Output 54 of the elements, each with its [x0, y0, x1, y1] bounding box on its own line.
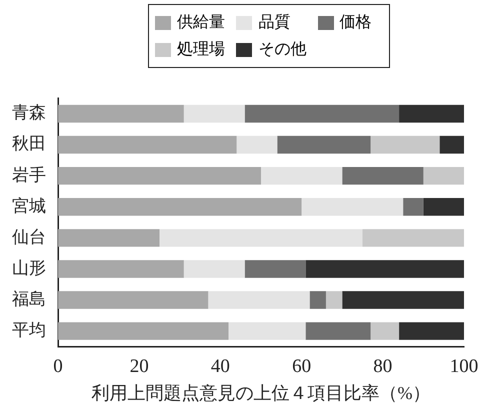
- bar: [208, 291, 310, 309]
- bar: [58, 104, 184, 123]
- legend-label: その他: [258, 40, 306, 60]
- bar: [403, 198, 424, 216]
- y-tick-label: 宮城: [12, 196, 46, 216]
- bar: [160, 229, 362, 247]
- bar: [306, 260, 464, 278]
- x-tick-label: 0: [53, 356, 63, 377]
- y-tick-label: 岩手: [12, 165, 46, 184]
- bar: [261, 166, 342, 185]
- bar: [58, 291, 208, 309]
- bar: [228, 322, 306, 340]
- y-tick-label: 秋田: [12, 134, 46, 154]
- y-tick-label: 青森: [12, 103, 46, 122]
- bar: [184, 260, 245, 278]
- bar: [370, 136, 440, 154]
- bar: [58, 322, 229, 340]
- bar: [399, 322, 464, 340]
- legend-label: 品質: [258, 12, 290, 33]
- bar: [310, 291, 326, 309]
- bar: [277, 136, 371, 154]
- bar: [440, 136, 464, 154]
- bar: [423, 166, 464, 185]
- x-tick-label: 40: [210, 356, 230, 377]
- bar: [58, 136, 237, 154]
- bar: [306, 322, 371, 340]
- bar: [244, 260, 306, 278]
- bar: [362, 229, 464, 247]
- x-tick-label: 100: [450, 356, 478, 377]
- legend-label: 処理場: [177, 40, 225, 60]
- x-tick-label: 20: [130, 356, 149, 377]
- x-tick-label: 80: [373, 356, 392, 377]
- y-tick-label: 福島: [12, 289, 46, 308]
- legend-label: 価格: [340, 13, 372, 33]
- y-tick-label: 山形: [12, 258, 46, 278]
- bar: [58, 166, 261, 185]
- bar: [370, 322, 400, 340]
- x-tick-label: 60: [292, 356, 312, 377]
- bar: [58, 229, 160, 247]
- legend-label: 供給量: [177, 13, 225, 33]
- x-axis-title: 利用上問題点意見の上位４項目比率（%）: [92, 382, 430, 403]
- bar: [342, 291, 464, 309]
- bar: [58, 198, 302, 216]
- y-tick-label: 平均: [12, 320, 46, 340]
- bar: [184, 104, 245, 123]
- bar: [342, 166, 424, 185]
- y-tick-label: 仙台: [12, 227, 46, 246]
- bar: [423, 198, 464, 216]
- bar: [326, 291, 342, 309]
- bar: [399, 104, 464, 123]
- bar: [236, 136, 278, 154]
- bar: [244, 104, 400, 123]
- bar: [58, 260, 184, 278]
- bar: [302, 198, 404, 216]
